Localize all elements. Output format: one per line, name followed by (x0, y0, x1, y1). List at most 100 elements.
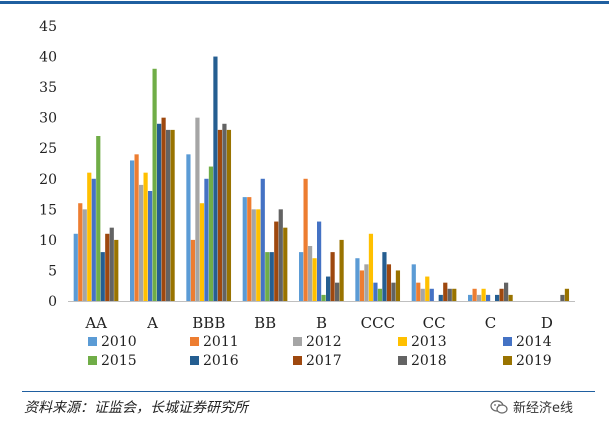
bar-c-2018 (504, 282, 509, 301)
x-tick-label: BBB (192, 314, 225, 332)
legend-swatch-2016 (190, 356, 199, 365)
bar-bbb-2012 (195, 117, 200, 302)
bottom-rule (22, 391, 595, 392)
bar-cc-2012 (420, 288, 425, 301)
legend-swatch-2011 (190, 337, 199, 346)
legend-swatch-2013 (398, 337, 407, 346)
bar-bbb-2011 (190, 239, 196, 301)
bar-b-2017 (330, 252, 335, 301)
x-tick-label: B (316, 314, 327, 332)
x-tick-label: A (146, 314, 158, 332)
bar-bb-2014 (260, 178, 265, 301)
bar-cc-2011 (416, 282, 421, 301)
bar-b-2018 (335, 282, 340, 301)
bar-aa-2013 (87, 172, 92, 301)
bar-aa-2015 (96, 136, 101, 301)
y-tick-label: 45 (39, 19, 57, 35)
bar-b-2016 (326, 276, 331, 301)
bar-ccc-2014 (373, 282, 378, 301)
bar-cc-2013 (425, 276, 430, 301)
bar-bbb-2016 (213, 56, 218, 301)
top-rule (0, 1, 609, 4)
bar-bbb-2010 (186, 154, 191, 301)
bar-bb-2010 (242, 197, 247, 301)
bar-a-2019 (170, 129, 175, 301)
bar-bb-2017 (274, 221, 279, 301)
bar-a-2010 (130, 160, 135, 301)
bar-aa-2018 (109, 227, 114, 301)
bar-bbb-2015 (208, 166, 214, 301)
legend-swatch-2017 (293, 356, 302, 365)
legend-swatch-2018 (398, 356, 407, 365)
x-tick-label: CC (423, 314, 446, 332)
bar-bb-2012 (251, 209, 256, 301)
bar-ccc-2011 (359, 270, 365, 301)
bar-bb-2013 (256, 209, 261, 301)
bar-c-2017 (499, 288, 504, 301)
legend-label-2014: 2014 (516, 334, 552, 350)
bar-aa-2012 (82, 209, 87, 301)
legend-swatch-2019 (503, 356, 512, 365)
bar-bbb-2013 (199, 203, 205, 301)
bar-d-2019 (564, 288, 570, 301)
y-tick-label: 35 (39, 80, 57, 96)
legend-label-2019: 2019 (516, 353, 552, 369)
legend-label-2016: 2016 (203, 353, 239, 369)
bar-ccc-2017 (386, 264, 392, 301)
bar-b-2019 (339, 239, 344, 301)
bar-cc-2014 (429, 288, 434, 301)
legend-label-2017: 2017 (306, 353, 342, 369)
bar-cc-2017 (443, 282, 448, 301)
legend-label-2015: 2015 (101, 353, 137, 369)
bar-cc-2019 (452, 288, 457, 301)
bar-ccc-2018 (391, 282, 396, 301)
legend-swatch-2014 (503, 337, 512, 346)
bar-b-2012 (308, 246, 313, 301)
bar-bb-2016 (269, 252, 274, 301)
y-tick-label: 0 (48, 294, 57, 310)
bar-bbb-2019 (226, 129, 232, 301)
legend-label-2011: 2011 (203, 334, 239, 350)
bar-aa-2016 (100, 252, 105, 301)
bar-ccc-2010 (355, 258, 360, 301)
legend-label-2010: 2010 (101, 334, 137, 350)
bar-d-2018 (560, 294, 565, 301)
y-tick-label: 40 (39, 50, 57, 66)
bar-b-2011 (303, 178, 308, 301)
bar-c-2013 (481, 288, 486, 301)
bar-a-2012 (139, 184, 144, 301)
bar-bb-2018 (278, 209, 283, 301)
bar-ccc-2016 (382, 252, 387, 301)
y-tick-label: 15 (39, 202, 57, 218)
bar-a-2017 (161, 117, 166, 302)
x-tick-label: AA (84, 314, 107, 332)
legend-swatch-2012 (293, 337, 302, 346)
bar-a-2011 (134, 154, 139, 301)
bar-a-2015 (152, 68, 157, 302)
bar-a-2018 (166, 129, 171, 301)
bar-ccc-2013 (368, 233, 374, 301)
bar-bbb-2014 (204, 178, 209, 301)
x-tick-label: D (541, 314, 553, 332)
legend-label-2013: 2013 (411, 334, 447, 350)
bar-aa-2019 (114, 239, 119, 301)
y-tick-label: 10 (39, 233, 57, 249)
y-tick-label: 20 (39, 172, 57, 188)
bar-b-2010 (299, 252, 304, 301)
bar-c-2019 (508, 294, 513, 301)
bar-aa-2014 (91, 178, 96, 301)
bar-cc-2018 (447, 288, 452, 301)
bar-c-2012 (477, 294, 482, 301)
legend-label-2012: 2012 (306, 334, 342, 350)
y-tick-label: 25 (39, 141, 57, 157)
bar-aa-2017 (105, 233, 110, 301)
bar-bb-2015 (265, 252, 270, 301)
bar-a-2013 (143, 172, 148, 301)
bar-b-2013 (312, 258, 317, 301)
legend-swatch-2010 (88, 337, 97, 346)
bar-ccc-2019 (395, 270, 401, 301)
x-tick-label: BB (254, 314, 276, 332)
legend-swatch-2015 (88, 356, 97, 365)
legend-label-2018: 2018 (411, 353, 447, 369)
